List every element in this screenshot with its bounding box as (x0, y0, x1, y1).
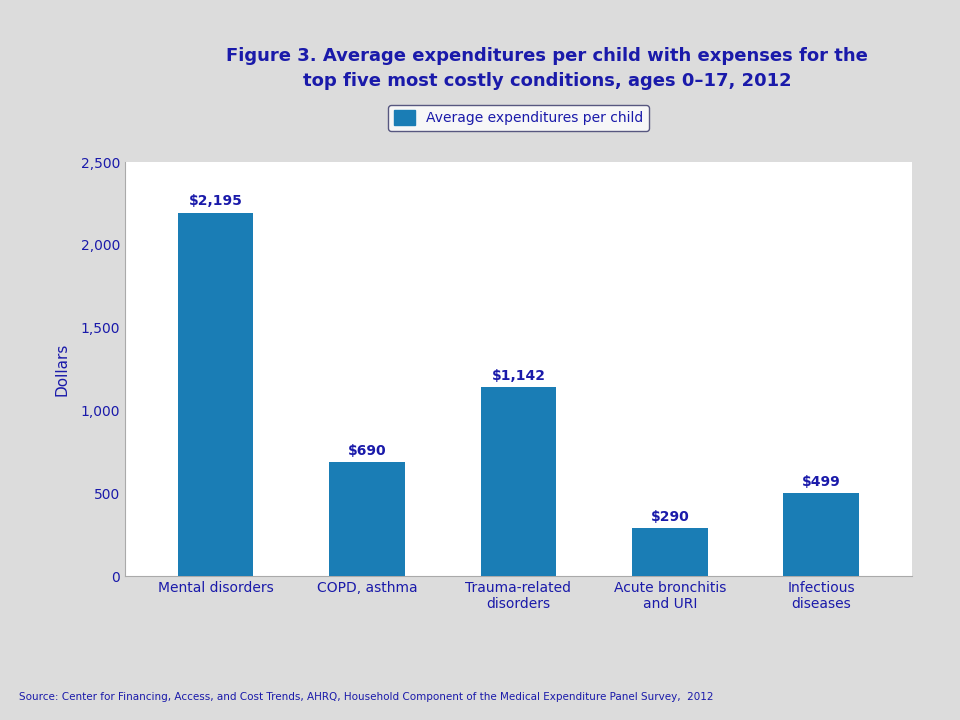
Text: $690: $690 (348, 444, 386, 458)
Text: $2,195: $2,195 (189, 194, 243, 208)
Bar (632, 528, 708, 576)
Y-axis label: Dollars: Dollars (55, 342, 69, 396)
Text: $1,142: $1,142 (492, 369, 545, 383)
Text: $290: $290 (651, 510, 689, 524)
Text: $499: $499 (802, 475, 841, 489)
Bar (481, 387, 556, 576)
Bar (783, 493, 859, 576)
Text: Figure 3. Average expenditures per child with expenses for the
top five most cos: Figure 3. Average expenditures per child… (227, 47, 868, 90)
Text: Source: Center for Financing, Access, and Cost Trends, AHRQ, Household Component: Source: Center for Financing, Access, an… (19, 692, 713, 702)
Bar (329, 462, 405, 576)
Legend: Average expenditures per child: Average expenditures per child (388, 105, 649, 131)
Bar (178, 212, 253, 576)
